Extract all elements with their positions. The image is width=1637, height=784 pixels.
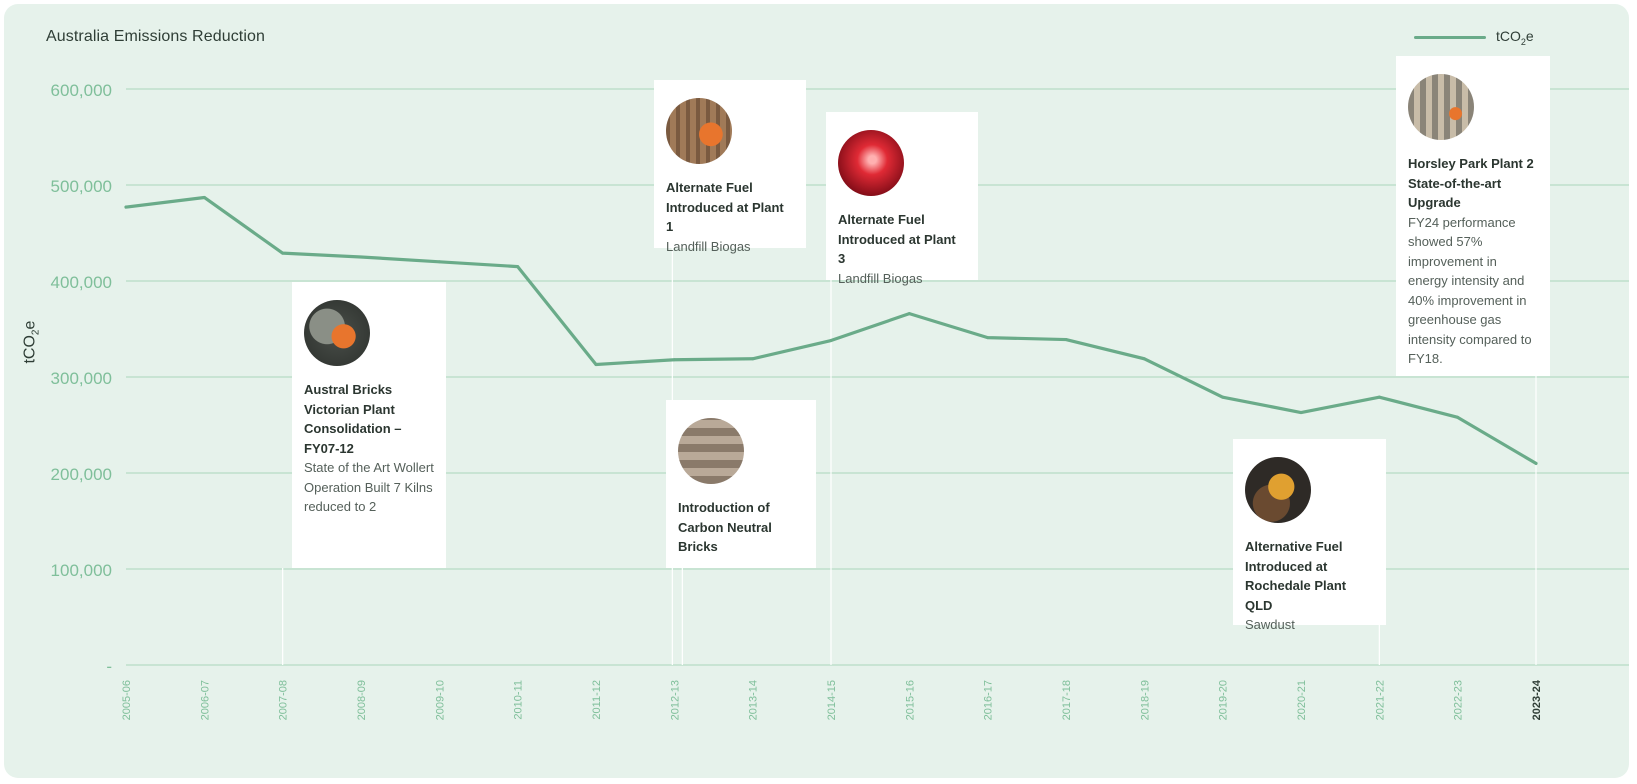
x-tick-label: 2018-19 (1139, 680, 1151, 720)
data-point (516, 265, 520, 269)
data-point (1064, 338, 1068, 342)
annotation-title: Austral Bricks Victorian Plant Consolida… (304, 382, 402, 456)
data-point (986, 336, 990, 340)
annotation-card-plant3-fuel: Alternate Fuel Introduced at Plant 3 Lan… (826, 112, 978, 286)
data-point (751, 357, 755, 361)
data-point (1377, 395, 1381, 399)
annotation-card-plant1-fuel: Alternate Fuel Introduced at Plant 1 Lan… (654, 80, 806, 254)
worker-scaffold-photo-icon (666, 98, 732, 164)
y-tick-label: 400,000 (51, 273, 112, 292)
data-point (907, 312, 911, 316)
annotation-desc: Landfill Biogas (666, 238, 751, 254)
annotation-desc: Sawdust (1245, 617, 1295, 632)
annotation-desc: State of the Art Wollert Operation Built… (304, 460, 434, 514)
annotation-card-carbon-neutral: Introduction of Carbon Neutral Bricks (666, 400, 816, 568)
y-tick-label: - (106, 657, 112, 676)
annotation-title: Alternate Fuel Introduced at Plant 1 (666, 180, 784, 234)
annotation-card-austral-bricks: Austral Bricks Victorian Plant Consolida… (292, 282, 446, 568)
y-tick-label: 600,000 (51, 81, 112, 100)
x-tick-label: 2021-22 (1374, 680, 1386, 720)
data-point (1142, 357, 1146, 361)
x-tick-label: 2012-13 (669, 680, 681, 720)
worker-photo-icon (304, 300, 370, 366)
data-point (1456, 415, 1460, 419)
x-tick-label: 2007-08 (278, 680, 290, 720)
y-tick-label: 100,000 (51, 561, 112, 580)
annotation-desc: Landfill Biogas (838, 270, 923, 286)
y-tick-label: 200,000 (51, 465, 112, 484)
annotation-title: Introduction of Carbon Neutral Bricks (678, 500, 772, 554)
machinery-photo-icon (1245, 457, 1311, 523)
kiln-flame-photo-icon (838, 130, 904, 196)
annotation-card-horsley-park: Horsley Park Plant 2 State-of-the-art Up… (1396, 56, 1550, 376)
chart-panel: Australia Emissions Reduction tCO2e tCO2… (4, 4, 1629, 778)
x-tick-label: 2006-07 (199, 680, 211, 720)
chart-title: Australia Emissions Reduction (46, 28, 265, 45)
x-tick-label: 2005-06 (121, 680, 133, 720)
legend-label: tCO2e (1496, 28, 1534, 47)
data-point (829, 339, 833, 343)
x-tick-label: 2020-21 (1296, 680, 1308, 720)
annotation-title: Alternative Fuel Introduced at Rochedale… (1245, 539, 1347, 613)
legend-swatch (1414, 35, 1486, 39)
x-tick-label: 2017-18 (1061, 680, 1073, 720)
y-tick-label: 500,000 (51, 177, 112, 196)
data-point (672, 358, 676, 362)
x-tick-label: 2011-12 (591, 680, 603, 720)
x-tick-label: 2023-24 (1531, 679, 1543, 720)
data-point (437, 260, 441, 264)
data-point (1299, 411, 1303, 415)
annotation-title: Alternate Fuel Introduced at Plant 3 (838, 212, 956, 266)
bricks-photo-icon (678, 418, 744, 484)
annotation-title: Horsley Park Plant 2 State-of-the-art Up… (1408, 156, 1534, 210)
x-tick-label: 2009-10 (434, 680, 446, 720)
x-tick-label: 2008-09 (356, 680, 368, 720)
data-point (1534, 461, 1538, 465)
x-tick-label: 2014-15 (826, 680, 838, 720)
x-tick-label: 2015-16 (904, 680, 916, 720)
x-tick-label: 2016-17 (983, 680, 995, 720)
data-point (281, 251, 285, 255)
data-point (124, 205, 128, 209)
data-point (359, 255, 363, 259)
data-point (202, 195, 206, 199)
legend: tCO2e (1414, 28, 1534, 47)
data-point (1221, 395, 1225, 399)
x-tick-label: 2013-14 (748, 680, 760, 720)
x-tick-label: 2022-23 (1453, 680, 1465, 720)
annotation-desc: FY24 performance showed 57% improvement … (1408, 214, 1532, 367)
y-tick-label: 300,000 (51, 369, 112, 388)
factory-photo-icon (1408, 74, 1474, 140)
line-chart: - 100,000 200,000 300,000 400,000 500,000 600,… (51, 81, 1629, 720)
annotation-card-rochedale: Alternative Fuel Introduced at Rochedale… (1233, 439, 1386, 632)
x-tick-label: 2010-11 (513, 680, 525, 720)
x-tick-label: 2019-20 (1218, 680, 1230, 720)
data-point (594, 363, 598, 367)
